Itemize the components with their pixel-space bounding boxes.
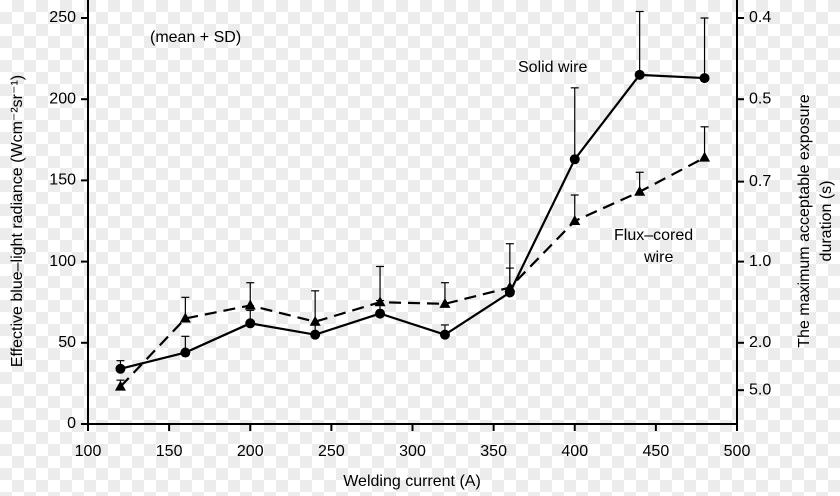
marker	[310, 329, 321, 340]
marker	[374, 296, 386, 307]
marker	[634, 69, 645, 80]
y-tick-label: 100	[49, 253, 76, 270]
x-tick-label: 200	[237, 443, 264, 460]
y2-axis-label: duration (s)	[818, 181, 835, 262]
x-tick-label: 250	[318, 443, 345, 460]
y-tick-label: 150	[49, 172, 76, 189]
x-tick-label: 300	[399, 443, 426, 460]
marker	[569, 215, 581, 225]
annotation: wire	[643, 249, 673, 266]
y-tick-label: 250	[49, 9, 76, 26]
marker	[179, 312, 191, 323]
marker	[244, 299, 256, 310]
marker	[375, 308, 386, 319]
y-axis-label: Effective blue–light radiance (Wcm⁻²sr⁻¹…	[9, 75, 26, 367]
annotation: Flux–cored	[614, 227, 693, 244]
x-tick-label: 450	[643, 443, 670, 460]
x-tick-label: 350	[480, 443, 507, 460]
y2-tick-label: 0.7	[749, 173, 771, 190]
x-tick-label: 500	[724, 443, 751, 460]
y2-tick-label: 0.4	[749, 9, 771, 26]
marker	[699, 73, 710, 84]
marker	[114, 380, 126, 391]
y2-tick-label: 2.0	[749, 334, 771, 351]
series-line	[120, 73, 705, 370]
marker	[180, 347, 191, 358]
y-tick-label: 0	[67, 415, 76, 432]
x-axis-label: Welding current (A)	[343, 473, 481, 490]
y2-axis-label: The maximum acceptable exposure	[796, 94, 813, 348]
marker	[504, 281, 516, 292]
y2-tick-label: 0.5	[749, 90, 771, 107]
y-tick-label: 50	[58, 334, 76, 351]
marker	[439, 297, 451, 308]
marker	[115, 363, 126, 374]
annotation: Solid wire	[518, 59, 587, 76]
x-tick-label: 100	[75, 443, 102, 460]
y2-tick-label: 1.0	[749, 253, 771, 270]
annotation: (mean + SD)	[150, 29, 241, 46]
x-tick-label: 400	[561, 443, 588, 460]
marker	[309, 315, 321, 326]
y2-tick-label: 5.0	[749, 381, 771, 398]
marker	[569, 154, 580, 165]
series-line	[119, 156, 706, 388]
y-tick-label: 200	[49, 90, 76, 107]
marker	[245, 318, 256, 329]
marker	[634, 185, 646, 196]
marker	[699, 151, 711, 162]
x-tick-label: 150	[156, 443, 183, 460]
marker	[439, 329, 450, 340]
